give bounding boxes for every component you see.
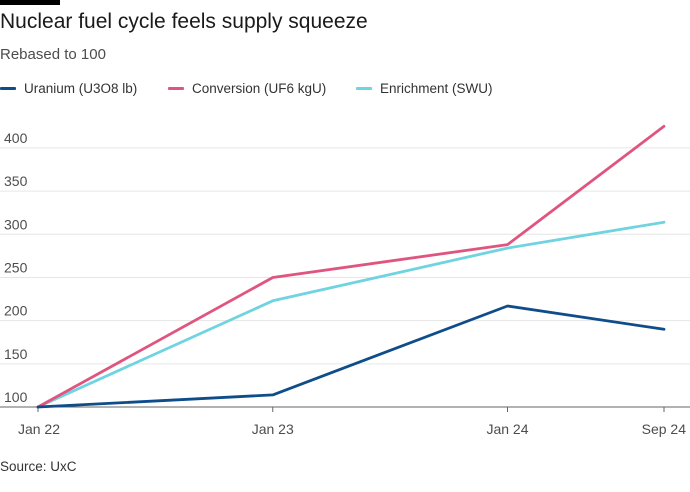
legend-item-enrichment: Enrichment (SWU) [356,78,493,98]
legend: Uranium (U3O8 lb) Conversion (UF6 kgU) E… [0,78,690,98]
x-tick-label-2: Jan 24 [486,421,528,437]
source-note: Source: UxC [0,459,77,474]
legend-swatch-enrichment [356,86,372,90]
series-line-uranium [36,304,666,409]
legend-label-uranium: Uranium (U3O8 lb) [24,80,138,96]
x-tick-label-1: Jan 23 [252,421,294,437]
x-tick-label-3: Sep 24 [642,421,687,437]
legend-label-enrichment: Enrichment (SWU) [380,80,493,96]
series-line-conversion [36,124,666,409]
legend-swatch-uranium [0,86,16,90]
y-tick-label-100: 100 [4,389,28,405]
y-tick-label-300: 300 [4,216,28,232]
chart-subtitle: Rebased to 100 [0,46,106,63]
legend-item-conversion: Conversion (UF6 kgU) [168,78,326,98]
y-tick-label-350: 350 [4,173,28,189]
legend-item-uranium: Uranium (U3O8 lb) [0,78,137,98]
legend-swatch-conversion [168,86,184,90]
y-tick-label-150: 150 [4,346,28,362]
top-rule [0,0,60,5]
y-tick-label-200: 200 [4,303,28,319]
x-tick-label-0: Jan 22 [18,421,60,437]
y-tick-label-250: 250 [4,259,28,275]
series-line-enrichment [36,220,666,409]
legend-label-conversion: Conversion (UF6 kgU) [192,80,327,96]
y-tick-label-400: 400 [4,130,28,146]
chart-title: Nuclear fuel cycle feels supply squeeze [0,10,368,33]
